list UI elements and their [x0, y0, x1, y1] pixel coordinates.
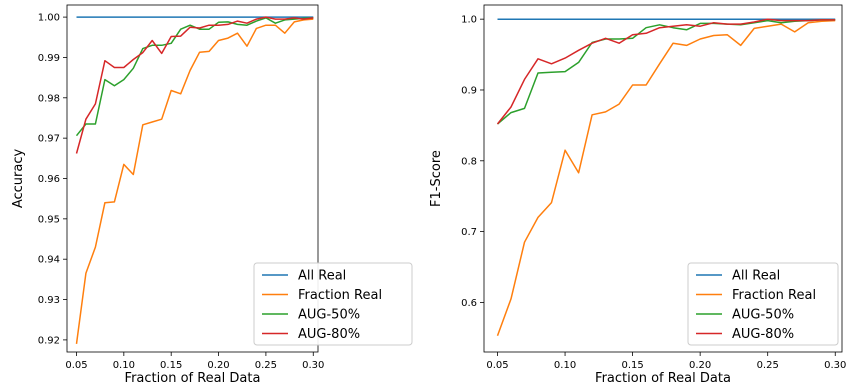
series-line-aug-80: [496, 18, 836, 125]
series-line-aug-80: [75, 16, 314, 154]
f1-score-chart: 0.05 0.10 0.15 0.20 0.25 0.30 0.6 0.7 0.8 0.9 1.0 F…: [429, 4, 846, 386]
x-tick-label: 0.10: [113, 360, 135, 371]
y-tick-label: 0.98: [38, 93, 60, 104]
y-tick-label: 0.8: [461, 156, 477, 167]
y-tick-label: 0.94: [38, 255, 60, 266]
legend-item: AUG-50%: [262, 308, 360, 323]
y-tick-label: 0.92: [38, 335, 60, 346]
accuracy-chart: 0.05 0.10 0.15 0.20 0.25 0.30 0.92 0.93 0.94 0.95…: [11, 4, 413, 386]
x-tick-label: 0.05: [486, 360, 508, 371]
series-line-aug-50: [75, 17, 314, 137]
x-axis-label: Fraction of Real Data: [595, 371, 731, 386]
legend-label: Fraction Real: [732, 288, 816, 303]
legend-label: All Real: [732, 269, 780, 284]
legend-item: AUG-50%: [696, 308, 794, 323]
y-tick-label: 1.00: [38, 13, 60, 24]
y-tick-label: 0.7: [461, 227, 477, 238]
series-line-fraction-real: [496, 19, 836, 336]
plot-area-frame: [483, 4, 843, 353]
legend-item: All Real: [696, 269, 780, 284]
x-tick-label: 0.25: [757, 360, 779, 371]
legend-item: AUG-80%: [696, 327, 794, 342]
x-tick-label: 0.15: [621, 360, 643, 371]
legend-label: Fraction Real: [298, 288, 382, 303]
y-axis-label: Accuracy: [11, 149, 26, 209]
legend-box: [687, 262, 839, 346]
x-tick-label: 0.20: [689, 360, 711, 371]
y-tick-label: 0.9: [461, 85, 477, 96]
legend-item: Fraction Real: [696, 288, 816, 303]
legend-label: AUG-80%: [732, 327, 794, 342]
series-line-aug-50: [497, 19, 836, 125]
x-tick-label: 0.10: [554, 360, 576, 371]
x-tick-label: 0.05: [65, 360, 87, 371]
y-tick-label: 0.93: [38, 295, 60, 306]
x-tick-label: 0.25: [255, 360, 277, 371]
legend-label: AUG-50%: [298, 308, 360, 323]
y-tick-label: 0.96: [38, 174, 60, 185]
y-axis-label: F1-Score: [429, 150, 444, 207]
y-tick-label: 0.97: [38, 134, 60, 145]
legend-item: All Real: [262, 269, 346, 284]
y-tick-label: 0.6: [461, 298, 477, 309]
legend: All Real Fraction Real AUG-50% AUG-80%: [253, 262, 413, 346]
y-tick-label: 0.95: [38, 214, 60, 225]
y-tick-label: 0.99: [38, 53, 60, 64]
legend-label: AUG-50%: [732, 308, 794, 323]
legend-label: All Real: [298, 269, 346, 284]
x-tick-label: 0.30: [302, 360, 324, 371]
x-axis-label: Fraction of Real Data: [125, 371, 261, 386]
series-line-fraction-real: [75, 18, 314, 344]
y-tick-label: 1.0: [461, 15, 477, 26]
legend: All Real Fraction Real AUG-50% AUG-80%: [687, 262, 839, 346]
legend-label: AUG-80%: [298, 327, 360, 342]
x-tick-label: 0.30: [824, 360, 846, 371]
x-tick-label: 0.20: [207, 360, 229, 371]
legend-item: Fraction Real: [262, 288, 382, 303]
legend-box: [253, 262, 413, 346]
x-tick-label: 0.15: [160, 360, 182, 371]
legend-item: AUG-80%: [262, 327, 360, 342]
